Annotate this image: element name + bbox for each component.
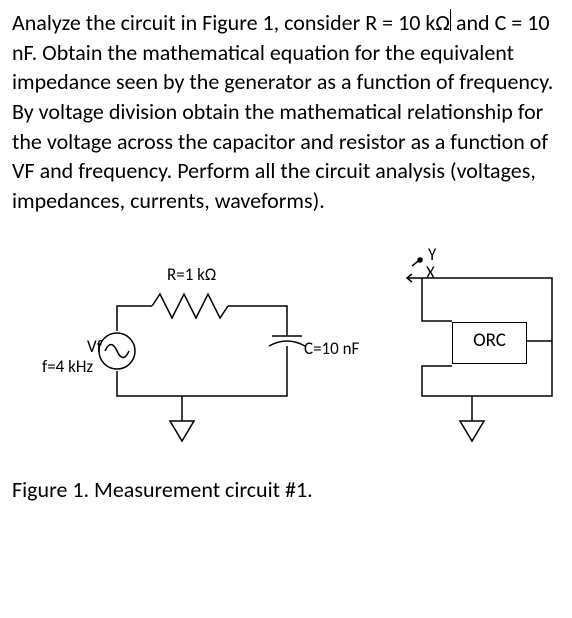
line1: Analyze the circuit in Figure 1, conside… bbox=[12, 9, 450, 36]
orc-label: ORC bbox=[473, 329, 506, 352]
text-cursor bbox=[450, 9, 451, 31]
line9: waveforms). bbox=[215, 187, 325, 214]
line5: division obtain the mathematical relatio… bbox=[109, 98, 544, 125]
resistor-label: R=1 kΩ bbox=[167, 264, 216, 285]
problem-statement: Analyze the circuit in Figure 1, conside… bbox=[12, 8, 560, 216]
figure-caption: Figure 1. Measurement circuit #1. bbox=[12, 476, 560, 503]
source-freq-label: f=4 kHz bbox=[42, 356, 93, 377]
line6: the voltage across the capacitor and res… bbox=[12, 128, 445, 155]
circuit-diagram: R=1 kΩ Vf f=4 kHz C=10 nF Y X ORC bbox=[12, 246, 560, 456]
source-vf-label: Vf bbox=[87, 336, 102, 357]
orc-box: ORC bbox=[452, 322, 527, 364]
capacitor-label: C=10 nF bbox=[304, 338, 359, 359]
x-axis-label: X bbox=[426, 262, 435, 283]
